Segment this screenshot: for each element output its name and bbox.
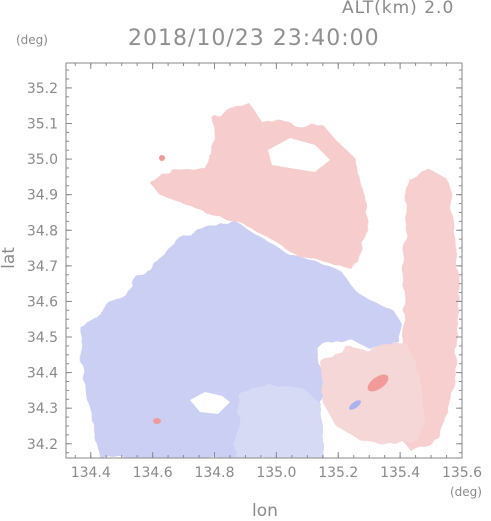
- approaching-echo-region: [80, 222, 402, 458]
- x-tick-label: 135.6: [442, 465, 482, 481]
- radar-field: [80, 104, 460, 458]
- southeast-echo-band: [322, 340, 425, 445]
- y-tick-label: 34.3: [27, 401, 58, 417]
- x-axis-label: lon: [252, 501, 278, 521]
- y-tick-label: 35.2: [27, 81, 58, 97]
- west-red-spot: [153, 418, 161, 424]
- axis-ticks: 134.4 134.6 134.8 135.0 135.2 135.4 135.6 35.2 3…: [27, 63, 482, 481]
- altitude-value: 2.0: [424, 0, 455, 18]
- y-tick-label: 34.6: [27, 294, 58, 310]
- x-axis-unit: (deg): [450, 485, 482, 499]
- x-tick-label: 135.2: [318, 465, 358, 481]
- y-tick-label: 34.5: [27, 330, 58, 346]
- x-tick-label: 134.8: [194, 465, 234, 481]
- x-tick-label: 135.0: [256, 465, 296, 481]
- approach-echo-spot: [349, 400, 361, 410]
- altitude-readout: ALT(km) 2.0: [342, 0, 454, 18]
- south-echo-region: [235, 385, 322, 458]
- y-tick-label: 34.7: [27, 259, 58, 275]
- y-tick-label: 34.8: [27, 223, 58, 239]
- strong-echo-spot: [367, 374, 389, 392]
- x-tick-label: 134.6: [133, 465, 173, 481]
- y-tick-label: 35.0: [27, 152, 58, 168]
- y-tick-label: 35.1: [27, 116, 58, 132]
- y-axis-unit: (deg): [16, 33, 48, 47]
- echo-gap-north: [268, 138, 330, 172]
- timestamp-title: 2018/10/23 23:40:00: [128, 26, 380, 51]
- y-tick-label: 34.9: [27, 188, 58, 204]
- x-tick-label: 134.4: [71, 465, 111, 481]
- y-tick-label: 34.4: [27, 366, 58, 382]
- plot-frame: [65, 62, 463, 459]
- y-tick-label: 34.2: [27, 437, 58, 453]
- north-red-spot: [159, 155, 165, 161]
- x-tick-label: 135.4: [380, 465, 420, 481]
- altitude-label: ALT(km): [342, 0, 418, 18]
- echo-gap-west: [190, 392, 230, 414]
